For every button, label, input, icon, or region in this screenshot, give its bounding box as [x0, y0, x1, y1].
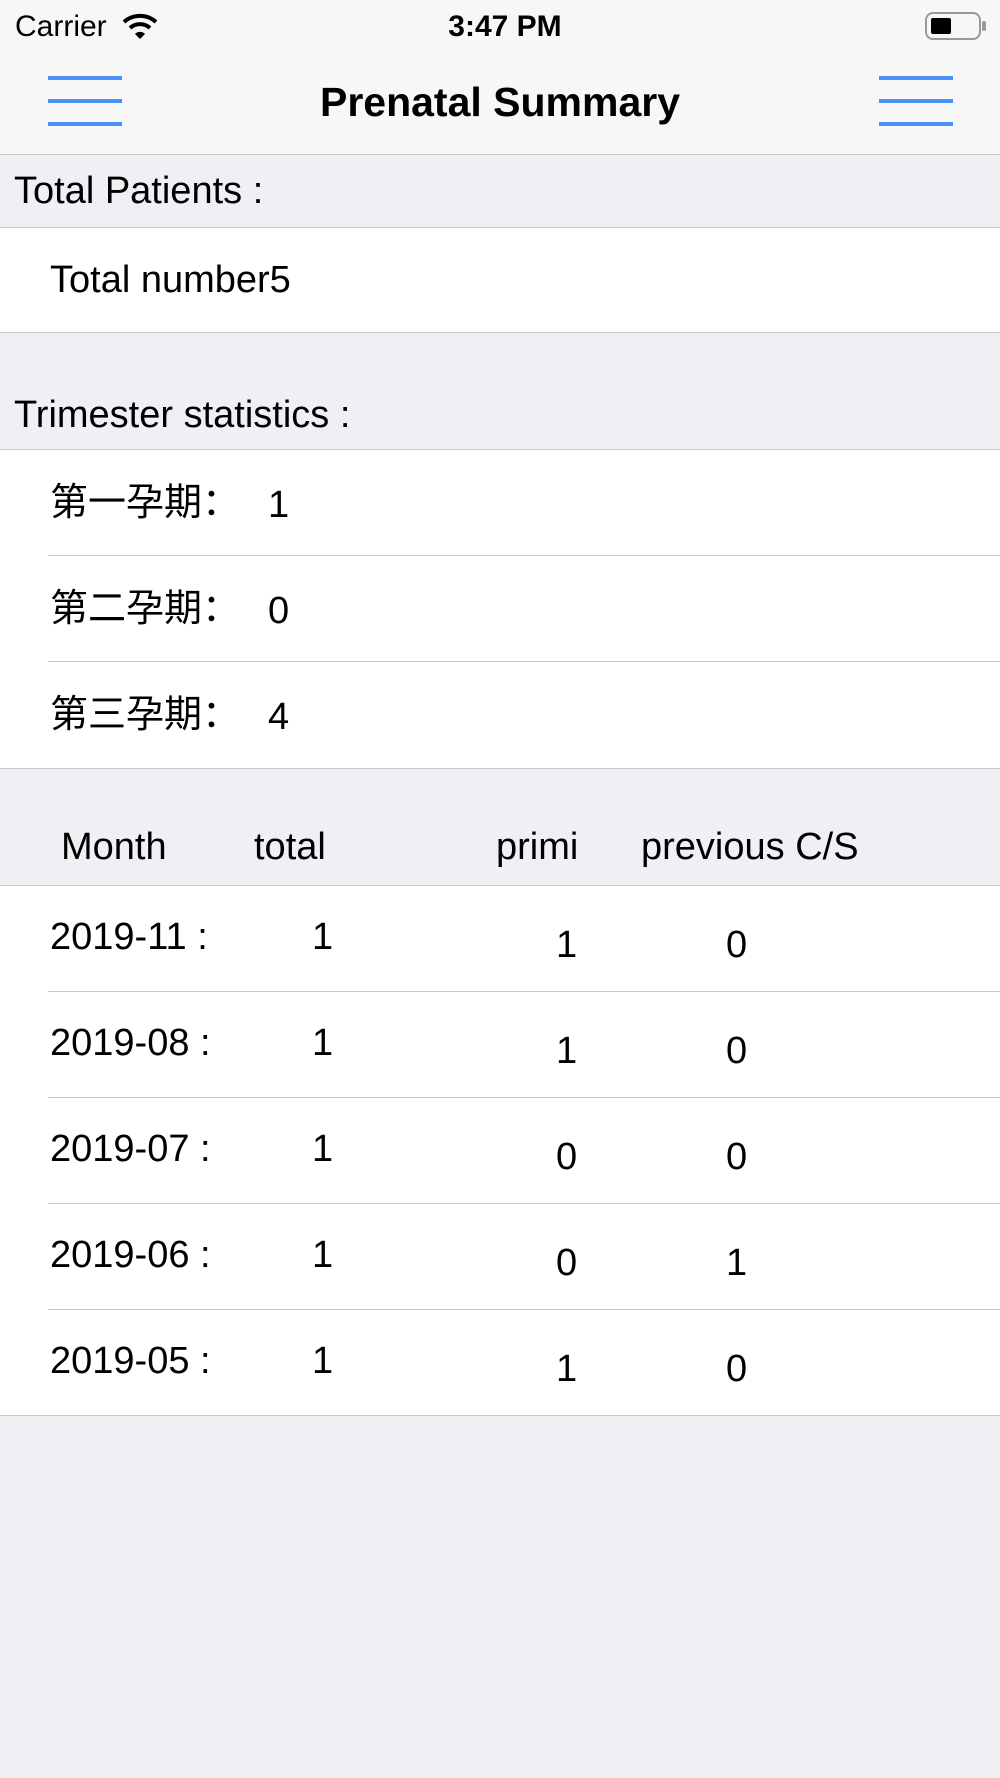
- month-value: 1: [312, 1128, 334, 1170]
- menu-button[interactable]: [48, 74, 122, 126]
- month-label: 2019-11 :: [50, 916, 208, 958]
- month-row: 2019-06 : 1 0 1: [0, 1204, 1000, 1310]
- month-value: 0: [726, 1030, 748, 1072]
- trimester-label: 第二孕期：: [50, 588, 241, 630]
- trimester-row: 第二孕期： 0: [0, 556, 1000, 662]
- section-header: Trimester statistics :: [14, 394, 351, 436]
- month-value: 1: [726, 1242, 748, 1284]
- column-header: Month: [61, 826, 167, 868]
- month-value: 0: [726, 1136, 748, 1178]
- month-value: 1: [556, 1030, 578, 1072]
- total-row: Total number5: [0, 227, 1000, 333]
- month-label: 2019-05 :: [50, 1340, 211, 1382]
- trimester-value: 1: [268, 484, 290, 526]
- trimester-label: 第一孕期：: [50, 482, 241, 524]
- separator: [48, 1203, 1000, 1204]
- trimester-value: 4: [268, 696, 290, 738]
- total-text: Total number5: [50, 259, 291, 301]
- month-value: 1: [312, 1234, 334, 1276]
- separator: [48, 1097, 1000, 1098]
- carrier: Carrier: [15, 10, 107, 43]
- table-header: Month total primi previous C/S: [0, 828, 1000, 868]
- month-row: 2019-05 : 1 1 0: [0, 1310, 1000, 1416]
- trimester-row: 第三孕期： 4: [0, 662, 1000, 768]
- wifi-icon: [122, 13, 158, 39]
- month-value: 1: [312, 916, 334, 958]
- month-value: 1: [312, 1340, 334, 1382]
- month-label: 2019-08 :: [50, 1022, 211, 1064]
- status-bar: Carrier 3:47 PM: [0, 0, 1000, 57]
- menu-button[interactable]: [879, 74, 953, 126]
- section-header: Total Patients :: [14, 170, 264, 212]
- column-header: previous C/S: [641, 826, 859, 868]
- trimester-label: 第三孕期：: [50, 694, 241, 736]
- separator: [48, 555, 1000, 556]
- month-table: 2019-11 :1 1 0 2019-08 :1 1 0 2019-07 :1 0 0 2019…: [0, 885, 1000, 1416]
- trimester-list: 第一孕期： 1 第二孕期： 0 第三孕期： 4: [0, 449, 1000, 769]
- month-label: 2019-06 :: [50, 1234, 211, 1276]
- month-row: 2019-07 : 1 0 0: [0, 1098, 1000, 1204]
- month-value: 1: [312, 1022, 334, 1064]
- month-value: 0: [726, 1348, 748, 1390]
- month-value: 1: [556, 1348, 578, 1390]
- month-row: 2019-08 : 1 1 0: [0, 992, 1000, 1098]
- month-value: 0: [556, 1242, 578, 1284]
- nav-bar: Prenatal Summary: [0, 57, 1000, 155]
- time: 3:47 PM: [448, 10, 562, 43]
- month-value: 0: [726, 924, 748, 966]
- column-header: primi: [496, 826, 579, 868]
- battery-icon: [925, 12, 986, 40]
- trimester-row: 第一孕期： 1: [0, 450, 1000, 556]
- trimester-value: 0: [268, 590, 290, 632]
- month-value: 1: [556, 924, 578, 966]
- column-header: total: [254, 826, 326, 868]
- month-label: 2019-07 :: [50, 1128, 211, 1170]
- separator: [48, 661, 1000, 662]
- separator: [48, 1309, 1000, 1310]
- separator: [48, 991, 1000, 992]
- month-row: 2019-11 : 1 1 0: [0, 886, 1000, 992]
- title: Prenatal Summary: [319, 79, 681, 125]
- month-value: 0: [556, 1136, 578, 1178]
